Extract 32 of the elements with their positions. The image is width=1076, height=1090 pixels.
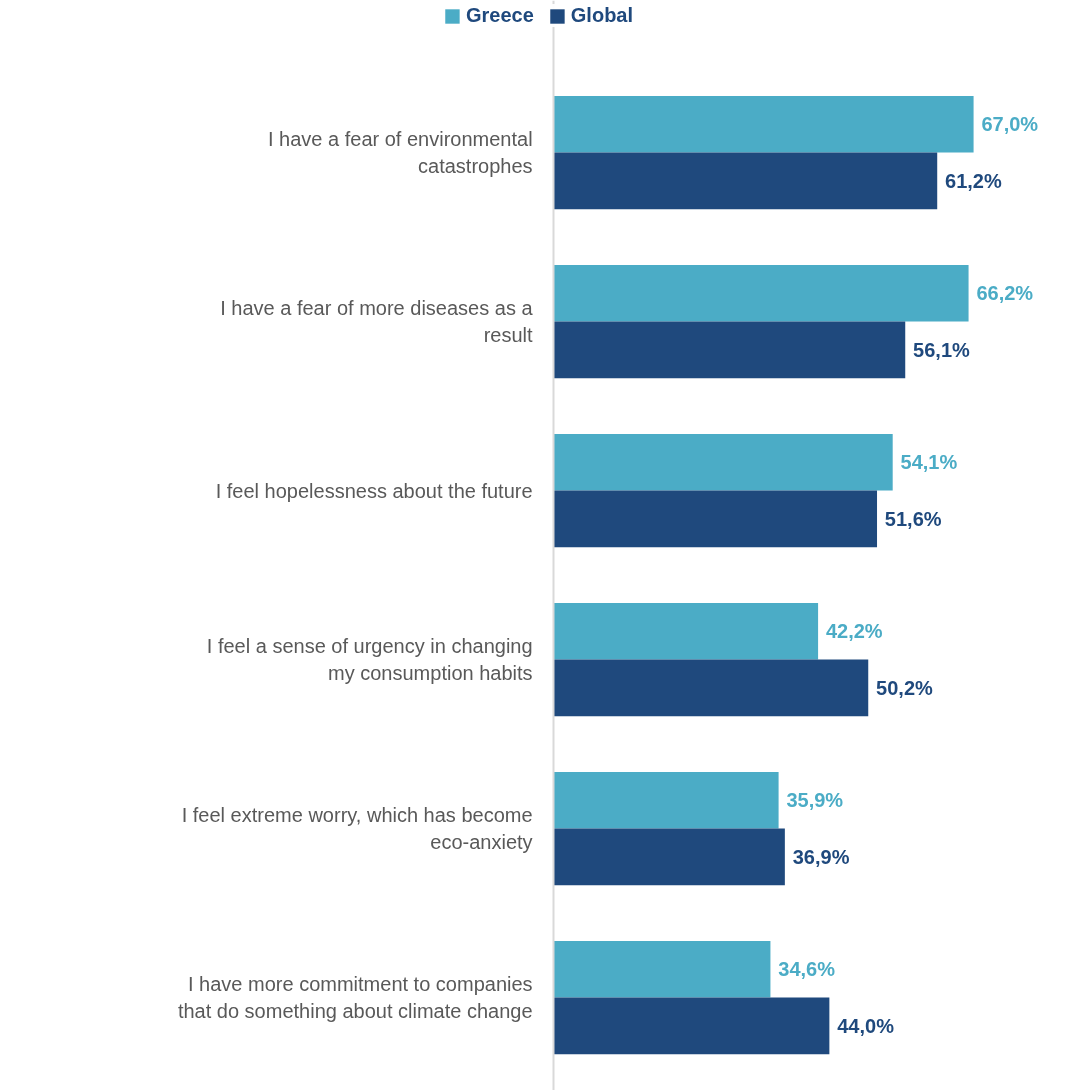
data-label: 34,6% bbox=[778, 958, 836, 981]
bar bbox=[553, 940, 771, 998]
data-label: 54,1% bbox=[900, 451, 958, 474]
data-label: 61,2% bbox=[945, 169, 1002, 192]
data-label: 51,6% bbox=[884, 507, 942, 530]
y-tick-label: I feel extreme worry, which has become eco-anxiety bbox=[181, 804, 533, 853]
data-label: 42,2% bbox=[825, 620, 883, 643]
data-label: 44,0% bbox=[837, 1014, 895, 1037]
bar bbox=[553, 321, 906, 379]
y-tick-label: I have more commitment to companies that do something about climate change bbox=[177, 973, 533, 1022]
bar bbox=[553, 828, 785, 886]
data-label: 67,0% bbox=[981, 113, 1039, 136]
legend-label: Greece bbox=[465, 4, 534, 27]
y-tick-label: I feel hopelessness about the future bbox=[215, 479, 533, 502]
y-tick-label: I feel a sense of urgency in changing my consumption habits bbox=[206, 635, 533, 684]
data-label: 50,2% bbox=[876, 676, 934, 699]
data-label: 35,9% bbox=[786, 789, 844, 812]
y-tick-label: I have a fear of environmental catastrophes bbox=[267, 128, 533, 177]
bar bbox=[553, 95, 974, 153]
data-label: 36,9% bbox=[792, 845, 850, 868]
bar bbox=[553, 659, 869, 717]
bar bbox=[553, 152, 938, 210]
bar bbox=[553, 997, 830, 1055]
data-label: 56,1% bbox=[913, 338, 971, 361]
data-label: 66,2% bbox=[976, 282, 1034, 305]
bar bbox=[553, 771, 779, 829]
bar bbox=[553, 433, 893, 491]
bar bbox=[553, 264, 969, 322]
legend-label: Global bbox=[570, 4, 634, 27]
y-tick-label: I have a fear of more diseases as a result bbox=[220, 297, 534, 346]
bar bbox=[553, 490, 878, 548]
bar bbox=[553, 602, 819, 660]
